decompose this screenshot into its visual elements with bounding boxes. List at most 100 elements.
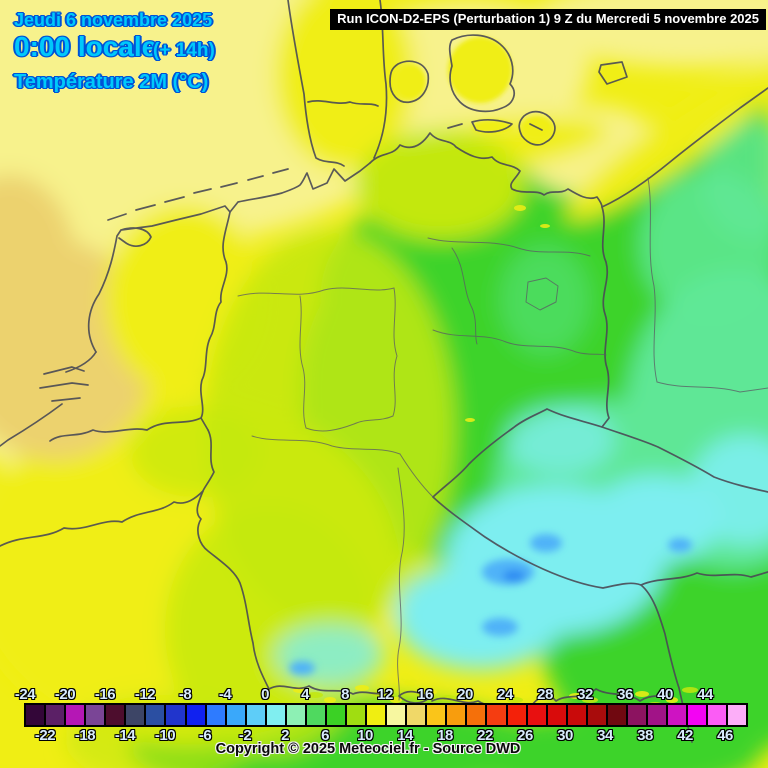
variable-label: Température 2M (°C) — [14, 71, 209, 93]
border-cz-at-sk — [640, 571, 768, 586]
scale-cell--20-to--18 — [66, 705, 85, 725]
scale-cell--16-to--14 — [106, 705, 125, 725]
scale-cell--18-to--16 — [86, 705, 105, 725]
local-time-label: 0:00 locale — [14, 31, 158, 62]
scale-cell-42-to-44 — [688, 705, 707, 725]
scale-cell-6-to-8 — [326, 705, 345, 725]
border-ch-at — [268, 685, 672, 712]
scale-cell--2-to-0 — [246, 705, 265, 725]
scale-cell-18-to-20 — [447, 705, 466, 725]
scale-label-0: 0 — [261, 686, 269, 703]
border-nl-be — [49, 417, 202, 442]
scale-label-34: 34 — [597, 727, 613, 744]
scale-cell--4-to--2 — [226, 705, 245, 725]
scale-label-46: 46 — [717, 727, 733, 744]
scale-cell-26-to-28 — [527, 705, 546, 725]
state-borders — [237, 177, 768, 701]
scale-label-38: 38 — [637, 727, 653, 744]
scale-cell-46-to-48 — [728, 705, 747, 725]
scale-label-22: 22 — [477, 727, 493, 744]
scale-label-44: 44 — [697, 686, 713, 703]
scale-label-40: 40 — [657, 686, 673, 703]
scale-cell-32-to-34 — [587, 705, 606, 725]
scale-cell-10-to-12 — [367, 705, 386, 725]
scale-label-12: 12 — [377, 686, 393, 703]
scale-cell--10-to--8 — [166, 705, 185, 725]
scale-cell-4-to-6 — [306, 705, 325, 725]
color-scale-bar — [24, 703, 748, 727]
island-bornholm — [598, 61, 628, 85]
national-borders — [0, 0, 768, 743]
scale-label-14: 14 — [397, 727, 413, 744]
run-info-banner: Run ICON-D2-EPS (Perturbation 1) 9 Z du … — [330, 9, 766, 30]
scale-cell-34-to-36 — [607, 705, 626, 725]
scale-label-8: 8 — [341, 686, 349, 703]
scale-label-6: 6 — [321, 727, 329, 744]
scale-cell--14-to--12 — [126, 705, 145, 725]
scale-label--6: -6 — [198, 727, 212, 744]
scale-cell--6-to--4 — [206, 705, 225, 725]
cyan-swabia-patch — [275, 625, 385, 685]
scale-label-18: 18 — [437, 727, 453, 744]
scale-label-10: 10 — [357, 727, 373, 744]
scale-cell-30-to-32 — [567, 705, 586, 725]
scale-cell-28-to-30 — [547, 705, 566, 725]
border-czech — [432, 408, 768, 743]
scale-label--8: -8 — [178, 686, 192, 703]
scale-label-4: 4 — [301, 686, 309, 703]
coast-netherlands — [87, 162, 371, 353]
scale-cell-40-to-42 — [668, 705, 687, 725]
scale-cell-20-to-22 — [467, 705, 486, 725]
scale-cell--8-to--6 — [186, 705, 205, 725]
scale-label-26: 26 — [517, 727, 533, 744]
scale-label--18: -18 — [74, 727, 96, 744]
scale-cell-16-to-18 — [427, 705, 446, 725]
scale-label--14: -14 — [114, 727, 136, 744]
scale-label-16: 16 — [417, 686, 433, 703]
scale-label-2: 2 — [281, 727, 289, 744]
scale-cell-44-to-46 — [708, 705, 727, 725]
scale-label-24: 24 — [497, 686, 513, 703]
scale-label-42: 42 — [677, 727, 693, 744]
scale-cell-2-to-4 — [286, 705, 305, 725]
scale-cell-8-to-10 — [347, 705, 366, 725]
scale-label-32: 32 — [577, 686, 593, 703]
scale-label-30: 30 — [557, 727, 573, 744]
border-nl-de — [200, 211, 231, 431]
scale-label--12: -12 — [134, 686, 156, 703]
scale-cell-0-to-2 — [266, 705, 285, 725]
scale-label--16: -16 — [94, 686, 116, 703]
scale-label-36: 36 — [617, 686, 633, 703]
scale-label--4: -4 — [218, 686, 232, 703]
scale-label-28: 28 — [537, 686, 553, 703]
scale-label--2: -2 — [238, 727, 252, 744]
coast-zeeland-delta — [39, 351, 97, 402]
scale-label--10: -10 — [154, 727, 176, 744]
frisian-islands — [107, 168, 289, 221]
scale-cell-36-to-38 — [627, 705, 646, 725]
scale-cell--12-to--10 — [146, 705, 165, 725]
coast-belgium — [0, 403, 63, 447]
border-oder-pl-de — [601, 206, 610, 428]
scale-labels-bottom: -22 -18 -14 -10 -6 -2 2 6 10 14 18 22 26 30 34 38 42 46 — [0, 727, 768, 744]
scale-cell--22-to--20 — [46, 705, 65, 725]
scale-label--24: -24 — [14, 686, 36, 703]
berlin-boundary — [525, 277, 559, 311]
border-be-de-lux-rhine — [196, 429, 270, 690]
scale-cell-12-to-14 — [387, 705, 406, 725]
copyright-label: Copyright © 2025 Meteociel.fr - Source D… — [215, 741, 521, 757]
island-ruegen — [518, 110, 556, 146]
danish-islands — [389, 34, 515, 133]
scale-label-20: 20 — [457, 686, 473, 703]
scale-label--22: -22 — [34, 727, 56, 744]
scale-cell-22-to-24 — [487, 705, 506, 725]
scale-labels-top: -24 -20 -16 -12 -8 -4 0 4 8 12 16 20 24 28 32 36 40 44 — [0, 686, 768, 703]
scale-cell-24-to-26 — [507, 705, 526, 725]
forecast-date-label: Jeudi 6 novembre 2025 — [14, 10, 213, 30]
forecast-offset-label: (+ 14h) — [153, 40, 215, 61]
scale-cell-38-to-40 — [647, 705, 666, 725]
scale-cell-14-to-16 — [407, 705, 426, 725]
